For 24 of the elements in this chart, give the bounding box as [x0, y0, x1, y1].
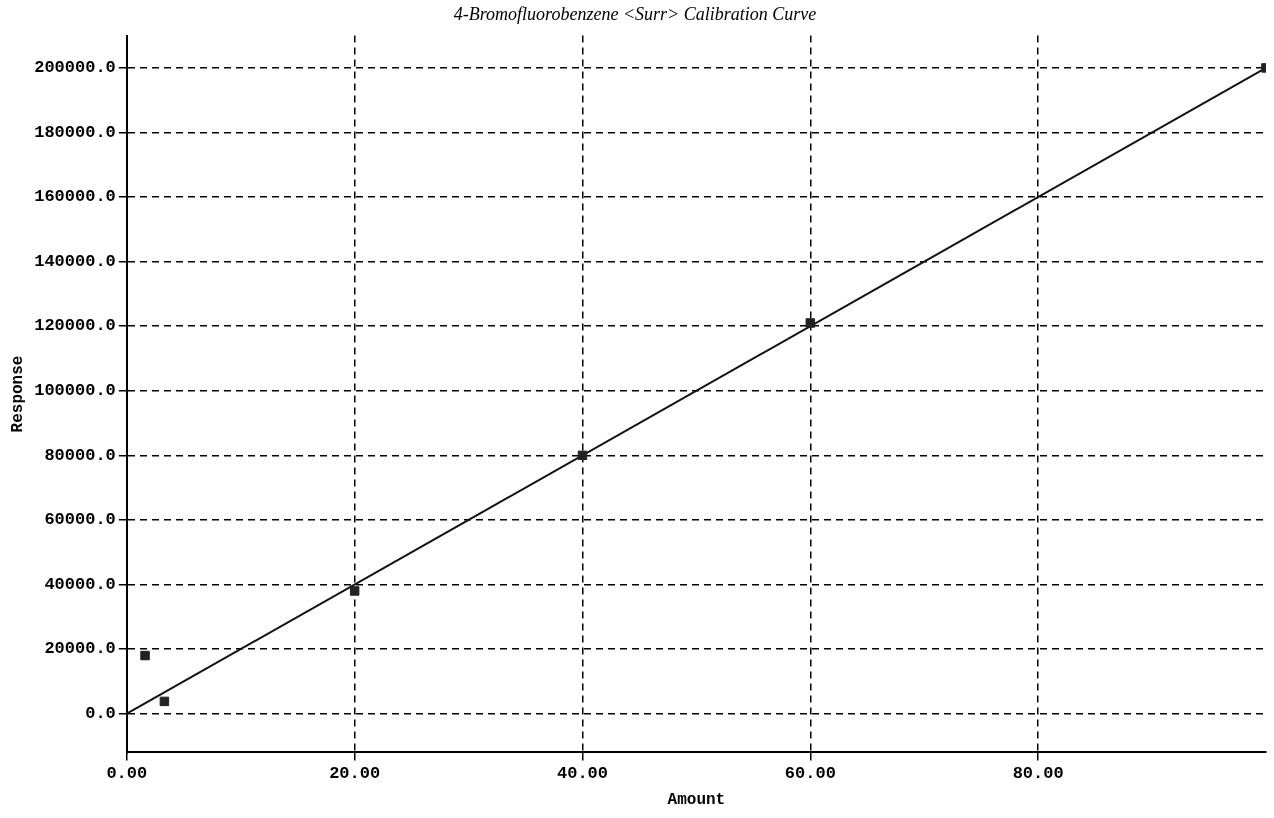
x-tick-label: 20.00 [329, 763, 381, 783]
x-tick-label: 80.00 [1012, 763, 1064, 783]
y-axis-title: Response [8, 355, 27, 433]
point [349, 586, 360, 596]
point [140, 650, 150, 661]
chart-title: 4-Bromofluorobenzene <Surr> Calibration Curve [453, 3, 817, 24]
y-tick-label: 180000.0 [34, 122, 116, 142]
point [577, 450, 588, 461]
y-tick-label: 20000.0 [44, 639, 116, 659]
point [805, 318, 816, 328]
x-tick-label: 60.00 [784, 763, 836, 783]
y-tick-label: 140000.0 [34, 251, 116, 271]
x-tick-label: 0.00 [106, 763, 148, 783]
y-tick-label: 0.0 [85, 703, 116, 723]
y-tick-label: 200000.0 [34, 58, 116, 78]
y-tick-label: 160000.0 [34, 187, 116, 207]
y-tick-label: 80000.0 [44, 445, 116, 465]
point [159, 696, 170, 707]
y-tick-label: 120000.0 [34, 316, 116, 336]
y-tick-label: 100000.0 [34, 381, 116, 401]
x-axis-title: Amount [667, 791, 726, 810]
y-tick-label: 60000.0 [44, 510, 116, 530]
x-tick-label: 40.00 [556, 763, 608, 783]
y-tick-label: 40000.0 [44, 574, 116, 594]
